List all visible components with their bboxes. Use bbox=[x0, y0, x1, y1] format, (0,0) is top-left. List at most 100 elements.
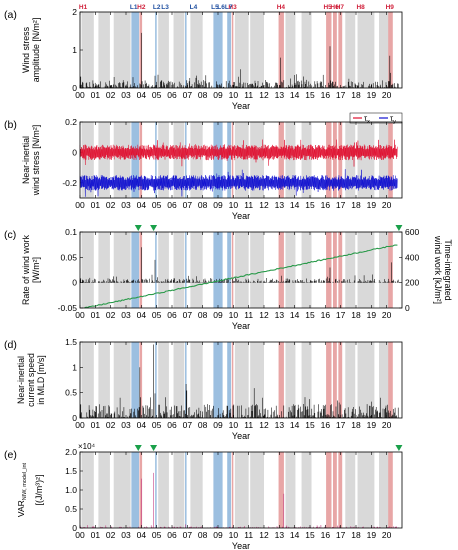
low-pressure-band bbox=[155, 122, 157, 198]
hurricane-band bbox=[333, 12, 337, 88]
low-pressure-band bbox=[213, 342, 223, 418]
x-tick-label: 06 bbox=[167, 200, 177, 210]
low-pressure-band bbox=[131, 452, 140, 528]
hurricane-label-h6: H6 bbox=[330, 4, 339, 11]
x-tick-label: 08 bbox=[198, 420, 208, 430]
y-tick-label: 1.5 bbox=[65, 466, 77, 476]
hurricane-label-h7: H7 bbox=[336, 4, 345, 11]
low-pressure-band bbox=[155, 452, 157, 528]
gray-period-band bbox=[113, 452, 131, 528]
x-tick-label: 14 bbox=[290, 200, 300, 210]
gray-period-band bbox=[173, 232, 185, 308]
lowpressure-label-l2: L2 bbox=[153, 4, 161, 11]
x-axis-label: Year bbox=[232, 101, 250, 111]
low-pressure-band bbox=[185, 12, 187, 88]
event-marker-triangle bbox=[395, 445, 403, 451]
gray-period-band bbox=[98, 12, 110, 88]
y-tick-label-right: 0 bbox=[405, 303, 410, 313]
hurricane-band bbox=[388, 122, 393, 198]
lowpressure-label-l4: L4 bbox=[190, 4, 198, 11]
x-tick-label: 19 bbox=[367, 420, 377, 430]
y-tick-label: 0 bbox=[72, 523, 77, 533]
y-axis-label-var: VARNIW, model_int bbox=[16, 462, 28, 517]
gray-period-band bbox=[345, 342, 356, 418]
x-tick-label: 19 bbox=[367, 90, 377, 100]
panel-e: 0 0.5 1.0 1.5 2.0×10⁴ [(J/m³)²] VARNIW, model_… bbox=[4, 442, 403, 550]
gray-period-band bbox=[190, 452, 203, 528]
x-tick-label: 12 bbox=[259, 420, 269, 430]
x-tick-label: 09 bbox=[213, 420, 223, 430]
hurricane-band bbox=[139, 342, 143, 418]
hurricane-band bbox=[338, 232, 343, 308]
x-tick-label: 05 bbox=[152, 420, 162, 430]
hurricane-label-h1: H1 bbox=[79, 4, 88, 11]
x-axis-label: Year bbox=[232, 431, 250, 441]
y-tick-label: 2 bbox=[72, 7, 77, 17]
panel-label: (c) bbox=[4, 229, 16, 241]
low-pressure-band bbox=[227, 12, 232, 88]
low-pressure-band bbox=[131, 342, 140, 418]
x-tick-label: 16 bbox=[321, 90, 331, 100]
x-tick-label: 16 bbox=[321, 530, 331, 540]
x-tick-label: 20 bbox=[382, 420, 392, 430]
x-tick-label: 07 bbox=[183, 310, 193, 320]
gray-period-band bbox=[357, 342, 375, 418]
x-tick-label: 08 bbox=[198, 530, 208, 540]
y-tick-label: 0.2 bbox=[65, 117, 77, 127]
x-tick-label: 17 bbox=[336, 310, 346, 320]
gray-period-band bbox=[190, 342, 203, 418]
x-tick-label: 10 bbox=[229, 530, 239, 540]
x-tick-label: 11 bbox=[244, 200, 253, 210]
gray-period-band bbox=[357, 12, 375, 88]
hurricane-label-h2: H2 bbox=[137, 4, 146, 11]
low-pressure-band bbox=[155, 12, 157, 88]
hurricane-band bbox=[231, 122, 234, 198]
y-tick-label: 1 bbox=[72, 45, 77, 55]
low-pressure-band bbox=[227, 342, 232, 418]
x-tick-label: 17 bbox=[336, 530, 346, 540]
x-axis-label: Year bbox=[232, 211, 250, 221]
hurricane-band bbox=[326, 232, 332, 308]
x-tick-label: 04 bbox=[137, 90, 147, 100]
x-tick-label: 00 bbox=[75, 90, 85, 100]
gray-period-band bbox=[301, 12, 312, 88]
x-tick-label: 07 bbox=[183, 200, 193, 210]
lowpressure-label-l5: L5 bbox=[211, 4, 219, 11]
x-tick-label: 16 bbox=[321, 310, 331, 320]
x-axis-label: Year bbox=[232, 321, 250, 331]
hurricane-band bbox=[326, 452, 332, 528]
panel-b: -0.2 0 0.2 τx τy Near-inertialwind stress [N/… bbox=[4, 112, 403, 221]
gray-period-band bbox=[158, 452, 169, 528]
lowpressure-label-l3: L3 bbox=[161, 4, 169, 11]
x-tick-label: 12 bbox=[259, 530, 269, 540]
gray-period-band bbox=[113, 342, 131, 418]
hurricane-band bbox=[388, 12, 393, 88]
x-tick-label: 04 bbox=[137, 200, 147, 210]
gray-period-band bbox=[98, 232, 110, 308]
gray-period-band bbox=[379, 342, 390, 418]
gray-period-band bbox=[113, 12, 131, 88]
low-pressure-band bbox=[213, 452, 223, 528]
low-pressure-band bbox=[213, 122, 223, 198]
y-axis-label: [(J/m³)²] bbox=[34, 475, 44, 506]
time-integrated-wind-work-series bbox=[84, 244, 398, 309]
x-tick-label: 07 bbox=[183, 420, 193, 430]
gray-period-band bbox=[250, 452, 264, 528]
gray-period-band bbox=[158, 342, 169, 418]
plot-frame bbox=[79, 11, 403, 89]
x-tick-label: 06 bbox=[167, 420, 177, 430]
x-tick-label: 13 bbox=[275, 530, 285, 540]
low-pressure-band bbox=[131, 122, 140, 198]
hurricane-band bbox=[338, 12, 343, 88]
gray-period-band bbox=[379, 12, 390, 88]
x-tick-label: 20 bbox=[382, 530, 392, 540]
gray-period-band bbox=[250, 342, 264, 418]
panel-label: (a) bbox=[4, 9, 17, 21]
x-tick-label: 19 bbox=[367, 530, 377, 540]
hurricane-band bbox=[278, 452, 284, 528]
x-tick-label: 17 bbox=[336, 200, 346, 210]
y-tick-label: 0.1 bbox=[65, 227, 77, 237]
plot-frame bbox=[79, 231, 403, 309]
x-tick-label: 03 bbox=[121, 420, 131, 430]
